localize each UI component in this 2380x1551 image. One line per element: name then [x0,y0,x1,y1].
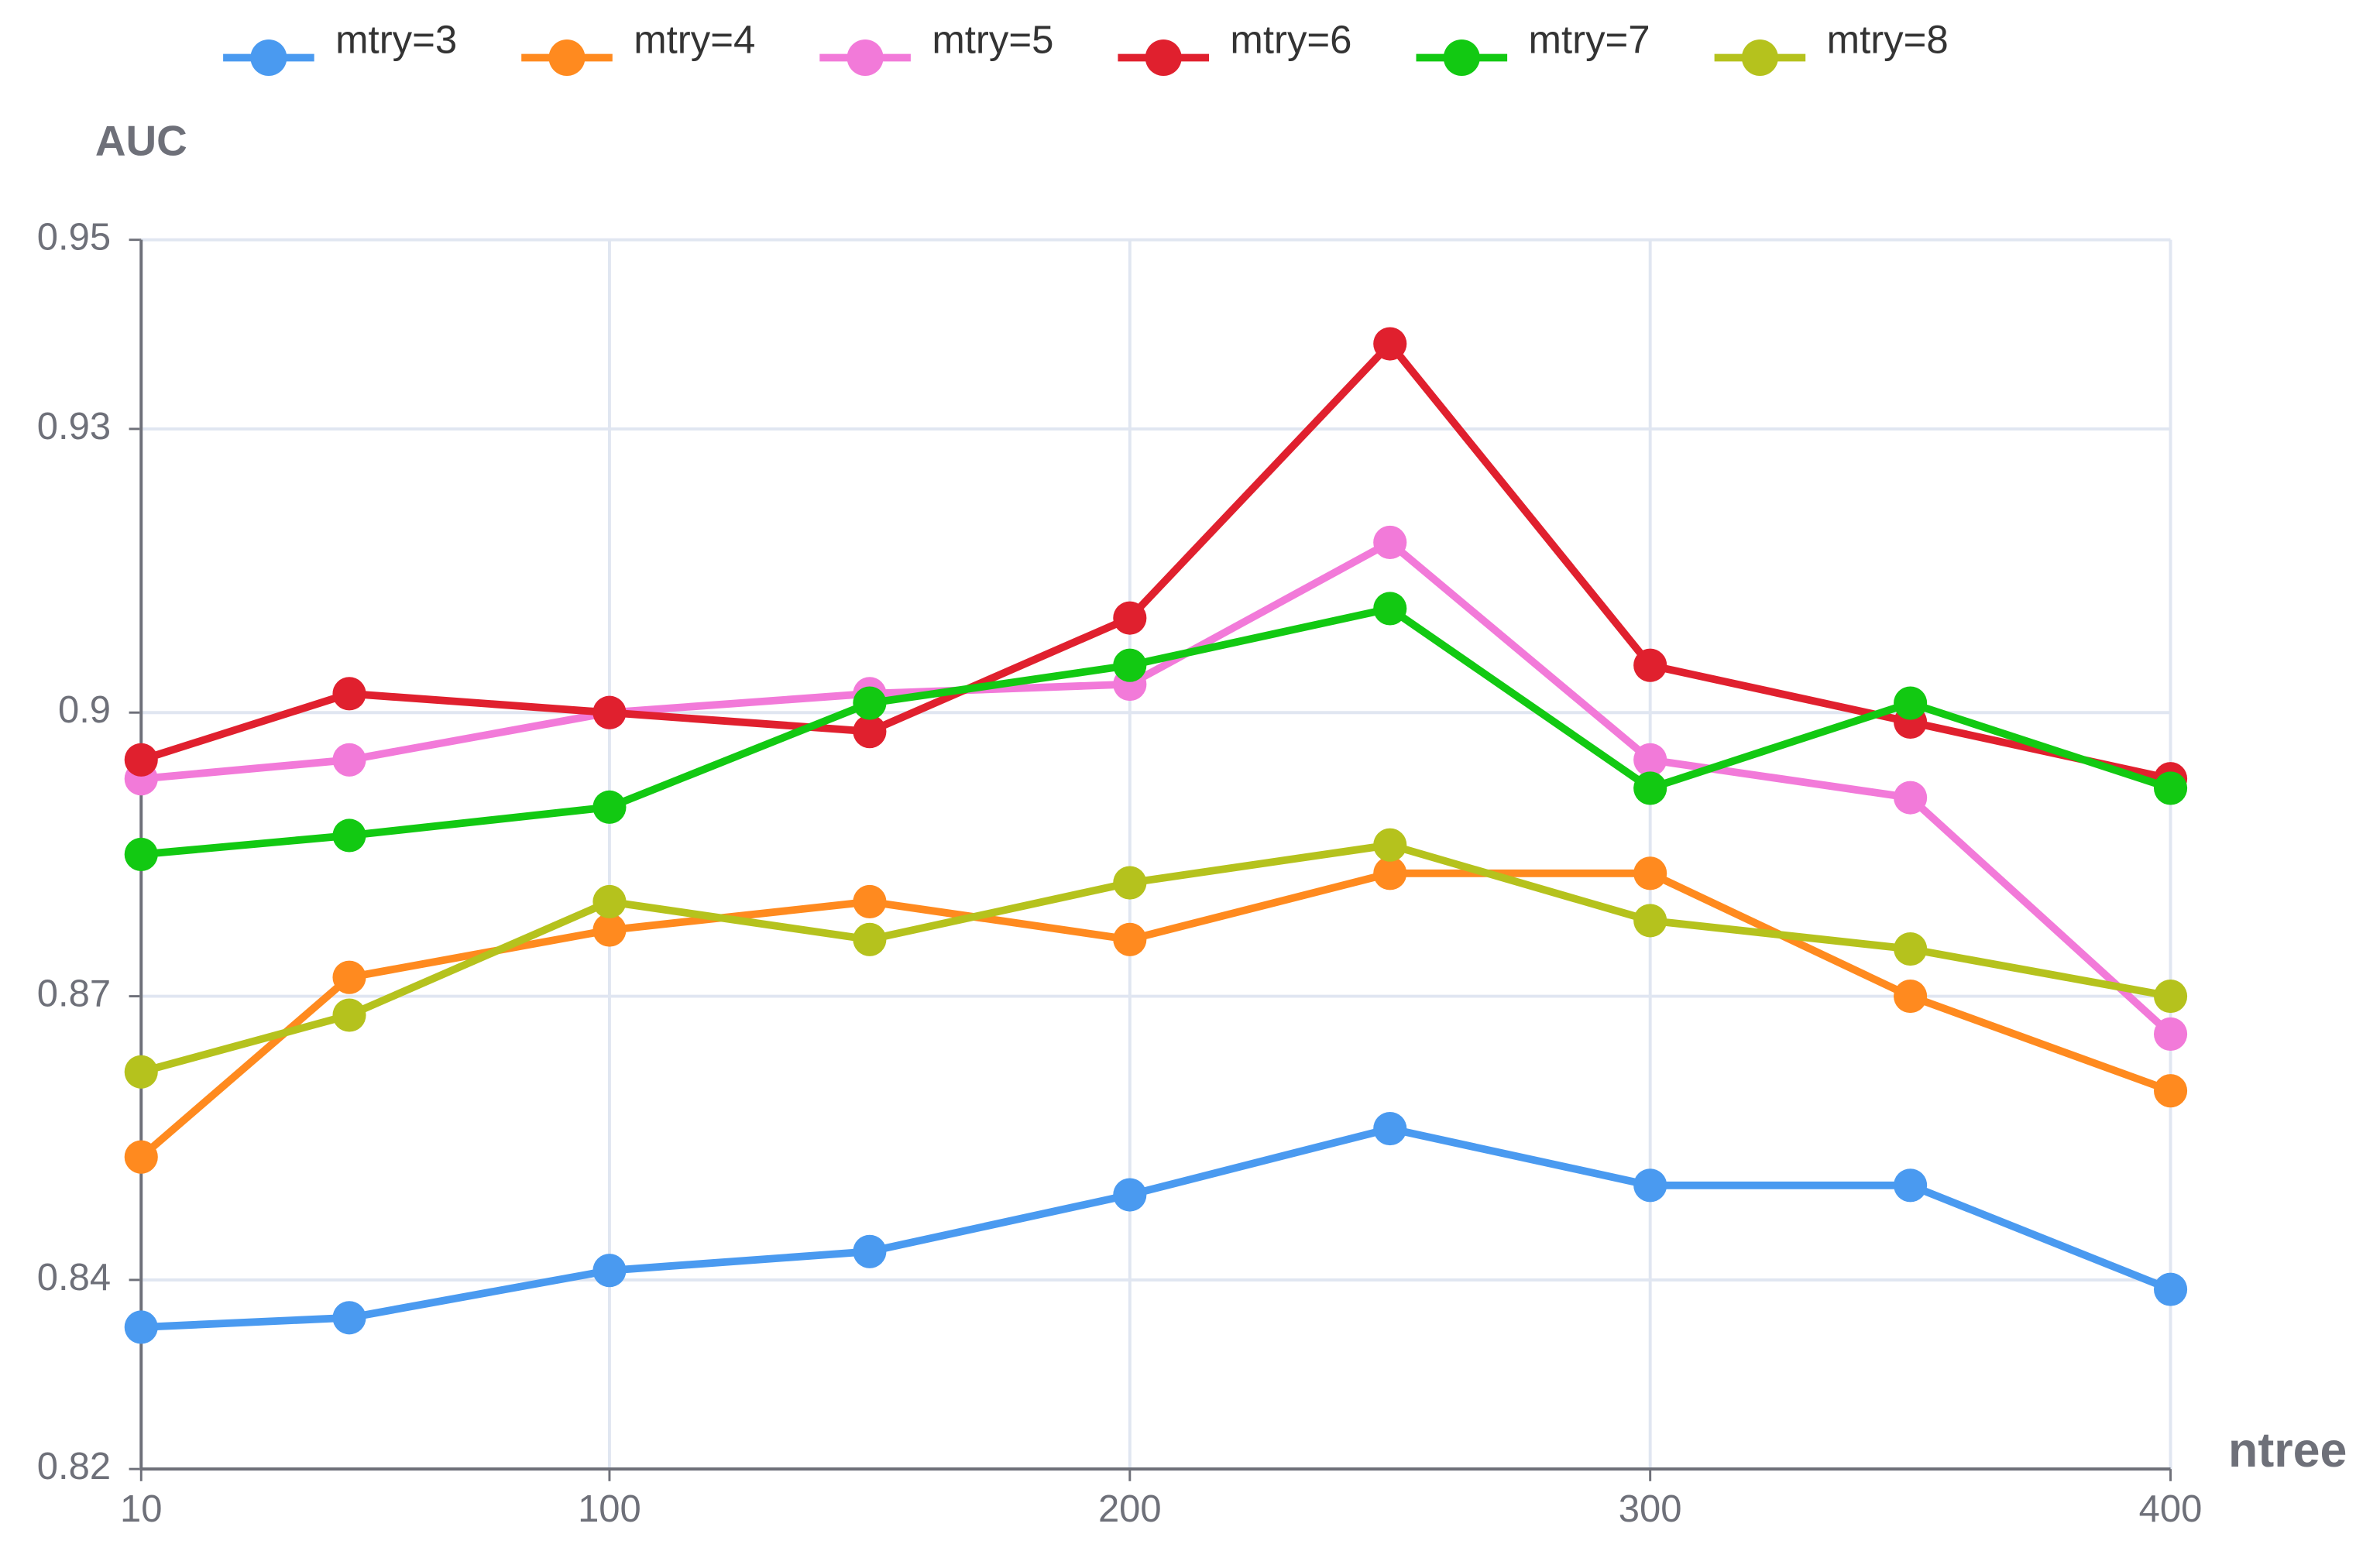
legend-label: mtry=3 [335,17,457,61]
data-point [1633,648,1667,682]
data-point [1894,980,1928,1014]
data-point [1113,922,1147,956]
y-tick-label: 0.95 [37,217,111,259]
data-point [1633,771,1667,805]
data-point [332,1301,366,1335]
data-point [592,1254,627,1288]
legend-marker [1443,39,1480,77]
x-tick-label: 400 [2139,1488,2203,1530]
series-line [140,605,2172,859]
legend-marker [1741,39,1778,77]
data-point [1113,648,1147,682]
legend-marker [847,39,884,77]
legend-label: mtry=6 [1230,17,1351,61]
data-point [853,922,887,956]
series-line [139,869,2172,1160]
data-point [1113,1178,1147,1212]
data-point [853,884,887,919]
y-tick-label: 0.9 [58,689,111,731]
data-point [592,884,627,919]
x-tick-label: 10 [120,1488,163,1530]
x-tick-label: 300 [1619,1488,1682,1530]
x-tick-label: 100 [578,1488,641,1530]
data-point [2153,1074,2188,1108]
legend-label: mtry=8 [1827,17,1949,61]
series-line [141,1124,2172,1331]
data-point [332,743,366,777]
data-point [592,790,627,824]
data-point [1633,743,1667,777]
x-axis-label: ntree [2228,1423,2347,1477]
data-point [332,960,366,994]
data-point [1373,327,1407,361]
data-point [1633,1168,1667,1203]
data-point [1373,1111,1407,1146]
data-point [1894,1168,1928,1203]
y-tick-label: 0.93 [37,406,111,448]
data-point [332,818,366,853]
data-point [1894,781,1928,815]
legend-marker [250,39,287,77]
legend-label: mtry=7 [1529,17,1650,61]
data-point [2153,980,2188,1014]
y-tick-label: 0.84 [37,1257,111,1299]
data-point [1113,601,1147,635]
data-point [1373,828,1407,862]
data-point [853,1234,887,1268]
data-point [124,1140,158,1174]
data-point [1113,866,1147,900]
data-point [1373,856,1407,890]
data-point [853,686,887,720]
legend-marker [548,39,586,77]
data-point [2153,1272,2188,1306]
data-point [1633,904,1667,938]
y-tick-label: 0.82 [37,1446,111,1488]
data-point [1373,525,1407,559]
data-point [2153,1017,2188,1051]
data-point [592,695,627,729]
y-axis-label: AUC [95,117,187,165]
data-point [1894,686,1928,720]
legend-label: mtry=5 [932,17,1053,61]
data-point [124,1310,158,1344]
data-point [2153,771,2188,805]
legend-marker [1145,39,1182,77]
data-point [124,1055,158,1089]
data-point [1373,592,1407,626]
data-point [853,715,887,749]
data-point [124,837,158,871]
data-point [592,913,627,947]
data-point [124,743,158,777]
data-point [1633,856,1667,890]
data-point [332,998,366,1032]
data-point [1894,932,1928,966]
x-tick-label: 200 [1098,1488,1162,1530]
data-point [332,677,366,711]
legend-label: mtry=4 [634,17,755,61]
y-tick-label: 0.87 [37,973,111,1015]
